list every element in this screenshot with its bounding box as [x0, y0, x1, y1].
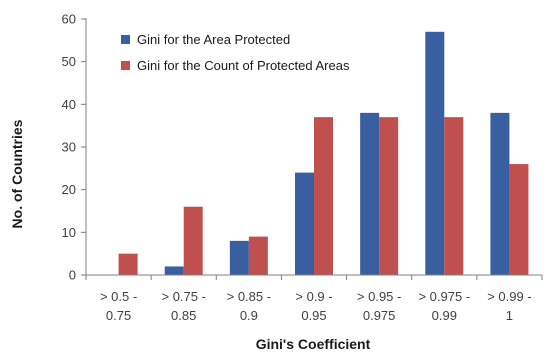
bars: [118, 31, 529, 275]
x-tick-label: > 0.85 -0.9: [227, 289, 271, 323]
bar-area-protected: [360, 112, 380, 275]
x-tick-label: > 0.9 -0.95: [295, 289, 332, 323]
bar-area-protected: [229, 240, 249, 275]
x-tick-label: > 0.75 -0.85: [161, 289, 205, 323]
bar-count-protected-areas: [314, 117, 333, 275]
bar-area-protected: [490, 112, 510, 275]
bar-count-protected-areas: [509, 164, 529, 275]
legend-label: Gini for the Area Protected: [137, 32, 290, 47]
y-tick-label: 10: [62, 225, 76, 240]
y-tick-label: 40: [62, 97, 76, 112]
x-tick-label: > 0.975 -0.99: [418, 289, 470, 323]
axes: [85, 18, 543, 280]
x-axis-tick-labels: > 0.5 -0.75 > 0.75 -0.85 > 0.85 -0.9 > 0.9 …: [100, 289, 532, 323]
y-tick-label: 50: [62, 54, 76, 69]
y-tick-label: 60: [62, 12, 76, 27]
y-tick-label: 0: [69, 268, 76, 283]
bar-count-protected-areas: [118, 253, 138, 275]
y-axis-title: No. of Countries: [9, 119, 25, 228]
y-axis-ticks: 0 10 20 30 40 50 60: [62, 12, 86, 283]
bar-area-protected: [164, 266, 184, 275]
x-tick-label: > 0.5 -0.75: [100, 289, 137, 323]
bar-count-protected-areas: [444, 117, 464, 275]
x-tick-label: > 0.99 -1: [487, 289, 531, 323]
legend-swatch: [121, 61, 130, 70]
y-tick-label: 30: [62, 140, 76, 155]
y-tick-label: 20: [62, 182, 76, 197]
bar-count-protected-areas: [248, 236, 268, 275]
legend-swatch: [121, 35, 130, 44]
x-tick-label: > 0.95 -0.975: [357, 289, 401, 323]
bar-area-protected: [295, 172, 314, 275]
legend: Gini for the Area Protected Gini for the …: [121, 32, 350, 73]
x-axis-title: Gini's Coefficient: [256, 336, 371, 352]
legend-label: Gini for the Count of Protected Areas: [137, 58, 350, 73]
bar-count-protected-areas: [183, 206, 203, 275]
bar-area-protected: [425, 31, 445, 275]
bar-count-protected-areas: [379, 117, 399, 275]
